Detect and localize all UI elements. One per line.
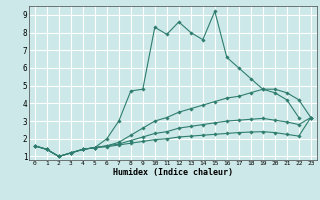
- X-axis label: Humidex (Indice chaleur): Humidex (Indice chaleur): [113, 168, 233, 177]
